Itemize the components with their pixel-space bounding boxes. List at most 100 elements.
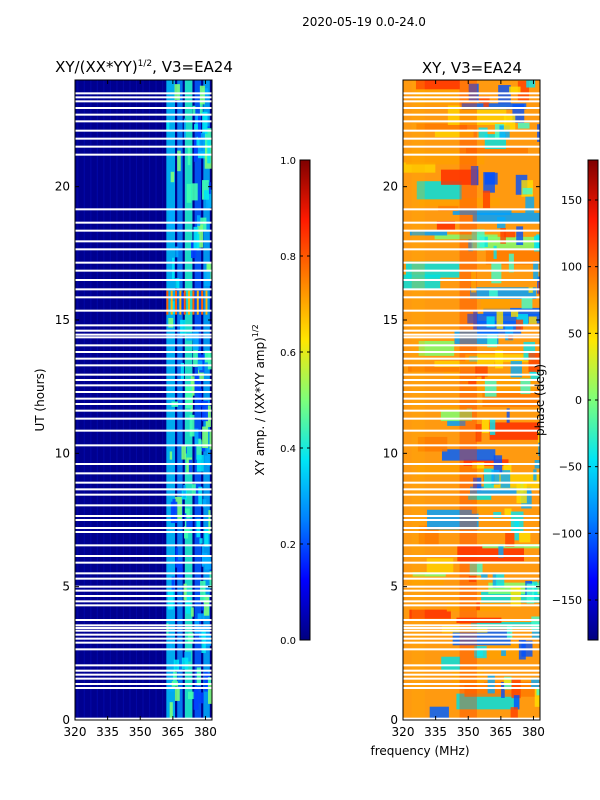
flagged-row	[403, 664, 540, 666]
amp-colorbar: 0.0 0.2 0.4 0.6 0.8 1.0	[280, 156, 310, 647]
flagged-row	[403, 472, 540, 474]
flagged-row	[75, 364, 212, 366]
flagged-row	[75, 444, 212, 446]
colorbar-tick-label: 150	[561, 194, 582, 207]
heatmap-cell	[529, 317, 537, 324]
flagged-row	[75, 92, 212, 94]
flagged-row	[403, 670, 540, 672]
flagged-row	[403, 120, 540, 122]
heatmap-cell	[194, 375, 199, 390]
flagged-row	[75, 638, 212, 640]
heatmap-cell	[509, 87, 520, 93]
flagged-row	[403, 334, 540, 336]
colorbar-tick-label: 0.8	[280, 252, 296, 263]
flagged-row	[75, 578, 212, 580]
flagged-row	[403, 619, 540, 621]
heatmap-texture	[136, 80, 137, 720]
flagged-row	[75, 310, 212, 312]
heatmap-cell	[494, 246, 497, 259]
flagged-row	[403, 130, 540, 132]
heatmap-cell	[427, 558, 454, 573]
heatmap-cell	[522, 297, 533, 308]
flagged-row	[403, 288, 540, 290]
flagged-row	[75, 595, 212, 597]
flagged-row	[403, 572, 540, 574]
flagged-row	[75, 114, 212, 116]
y-tick-label: 5	[390, 580, 398, 594]
flagged-row	[75, 344, 212, 346]
flagged-row	[75, 634, 212, 636]
flagged-row	[403, 718, 540, 720]
heatmap-cell	[519, 531, 530, 542]
flagged-row	[75, 296, 212, 298]
flagged-row	[403, 403, 540, 405]
y-tick-label: 15	[383, 313, 398, 327]
heatmap-cell	[189, 460, 192, 475]
amp-colorbar-label: XY amp. / (XX*YY amp)1/2	[251, 324, 267, 475]
flagged-row	[75, 488, 212, 490]
flagged-row	[403, 678, 540, 680]
flagged-row	[403, 107, 540, 109]
flagged-row	[75, 351, 212, 353]
heatmap-texture	[90, 80, 91, 720]
flagged-row	[75, 146, 212, 148]
x-axis-label: frequency (MHz)	[370, 744, 469, 758]
flagged-row	[403, 208, 540, 210]
flagged-row	[403, 562, 540, 564]
heatmap-cell	[441, 657, 460, 671]
phase-panel-title: XY, V3=EA24	[422, 59, 522, 77]
flagged-row	[403, 384, 540, 386]
flagged-row	[403, 578, 540, 580]
flagged-row	[75, 403, 212, 405]
figure-canvas: 2020-05-19 0.0-24.0 XY/(XX*YY)1/2, V3=EA…	[0, 0, 600, 800]
flagged-row	[403, 296, 540, 298]
flagged-row	[403, 344, 540, 346]
flagged-row	[403, 687, 540, 689]
flagged-row	[403, 494, 540, 496]
flagged-row	[403, 642, 540, 644]
y-tick-label: 5	[62, 580, 70, 594]
flagged-row	[75, 120, 212, 122]
flagged-row	[403, 248, 540, 250]
colorbar-bar	[300, 160, 310, 640]
flagged-row	[75, 572, 212, 574]
heatmap-cell	[485, 379, 497, 396]
x-tick-label: 365	[489, 725, 512, 739]
y-tick-label: 20	[383, 180, 398, 194]
flagged-row	[75, 410, 212, 412]
flagged-row	[403, 624, 540, 626]
flagged-row	[75, 330, 212, 332]
x-tick-label: 350	[457, 725, 480, 739]
heatmap-cell	[171, 172, 175, 182]
flagged-row	[403, 430, 540, 432]
y-tick-label: 15	[55, 313, 70, 327]
flagged-row	[75, 391, 212, 393]
flagged-row	[75, 504, 212, 506]
heatmap-band	[412, 80, 425, 720]
flagged-row	[75, 208, 212, 210]
colorbar-tick-label: 50	[568, 327, 582, 340]
phase-colorbar-label: phase (deg)	[533, 364, 547, 436]
heatmap-cell	[199, 692, 204, 703]
flagged-row	[75, 240, 212, 242]
heatmap-texture	[110, 80, 111, 720]
heatmap-cell	[525, 197, 534, 213]
heatmap-cell	[518, 123, 530, 129]
figure-suptitle: 2020-05-19 0.0-24.0	[302, 15, 426, 29]
flagged-row	[75, 336, 212, 338]
flagged-row	[75, 604, 212, 606]
flagged-row	[75, 334, 212, 336]
heatmap-cell	[490, 418, 495, 435]
heatmap-cell	[169, 209, 175, 227]
heatmap-band	[177, 80, 182, 720]
flagged-row	[403, 638, 540, 640]
heatmap-cell	[501, 650, 506, 656]
heatmap-texture	[142, 80, 143, 720]
flagged-row	[75, 718, 212, 720]
flagged-row	[75, 482, 212, 484]
flagged-row	[75, 288, 212, 290]
y-tick-label: 10	[55, 446, 70, 460]
flagged-row	[75, 527, 212, 529]
heatmap-band	[203, 80, 210, 720]
heatmap-cell	[208, 353, 214, 369]
